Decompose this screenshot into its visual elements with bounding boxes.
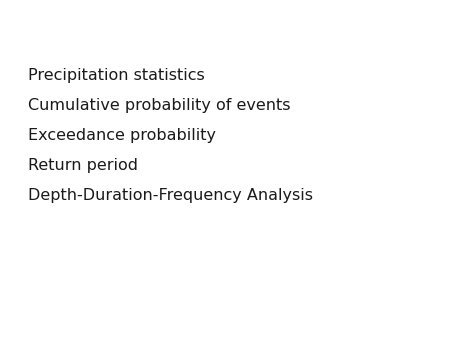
Text: Exceedance probability: Exceedance probability [28,128,216,143]
Text: Depth-Duration-Frequency Analysis: Depth-Duration-Frequency Analysis [28,188,313,203]
Text: Return period: Return period [28,158,138,173]
Text: Precipitation statistics: Precipitation statistics [28,68,205,83]
Text: Cumulative probability of events: Cumulative probability of events [28,98,291,113]
